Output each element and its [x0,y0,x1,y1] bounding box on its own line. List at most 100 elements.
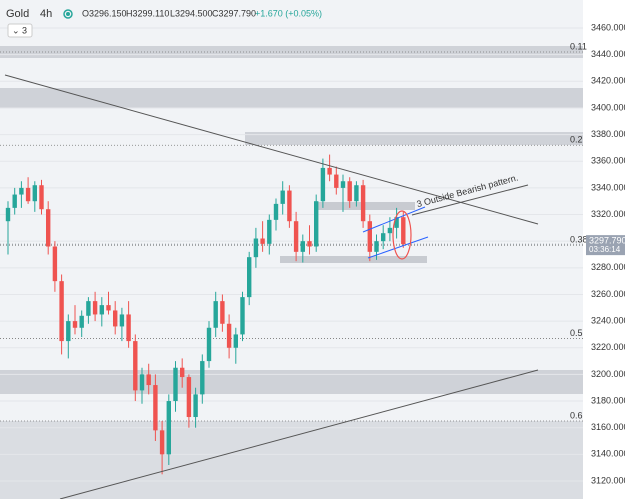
candle-body [360,185,366,222]
status-dot [66,12,70,16]
y-tick-label: 3160.000 [591,422,625,432]
candle-body [293,221,299,252]
candle-body [39,185,44,210]
candle-body [19,187,24,195]
candle-body [226,323,232,348]
candle-body [367,221,372,252]
channel-line [362,206,426,233]
candle-body [99,305,104,315]
candle-body [300,241,305,252]
toggle-chevron: ⌄ [12,25,20,35]
candle-body [347,181,352,202]
y-tick-label: 3140.000 [591,449,625,459]
candle-body [12,194,17,208]
candle-body [146,374,151,386]
candle-body [46,209,51,247]
zone [0,421,583,499]
candle-body [247,257,252,298]
candle-body [220,301,225,324]
y-tick-label: 3360.000 [591,156,625,166]
candle-body [327,167,332,175]
y-tick-label: 3200.000 [591,369,625,379]
candle-body [287,190,292,222]
y-tick-label: 3240.000 [591,315,625,325]
change-value: +1.670 (+0.05%) [255,8,322,18]
y-tick-label: 3380.000 [591,129,625,139]
candle-body [354,185,359,202]
candle-body [213,301,218,328]
candle-body [260,238,265,244]
y-tick-label: 3260.000 [591,289,625,299]
candle-body [5,207,11,222]
y-tick-label: 3120.000 [591,475,625,485]
candle-body [334,174,339,188]
candle-body [52,246,58,282]
fib-label: 0.6 [570,410,583,420]
candle-body [159,430,165,455]
zone [280,256,427,263]
trend-line [4,74,539,225]
plot-background [0,0,583,499]
last-price-label: 3297.790 [589,235,625,245]
candle-body [173,367,178,402]
candles [5,154,406,475]
fib-label: 0.2 [570,135,583,145]
candle-body [166,401,171,455]
indicators-count[interactable]: 3 [22,25,27,35]
close-value: C3297.790 [212,8,256,18]
candle-body [32,185,37,202]
candle-body [126,314,131,342]
open-value: O3296.150 [82,8,127,18]
countdown-label: 03:36:14 [589,245,621,254]
candle-body [86,301,91,316]
candle-body [59,281,64,342]
y-tick-label: 3420.000 [591,76,625,86]
candle-body [79,315,84,328]
candle-body [133,341,138,391]
zone [245,132,583,145]
candle-body [193,394,198,418]
candle-body [180,367,185,378]
high-value: H3299.110 [126,8,169,18]
fib-label: 0.11 [570,41,587,51]
candle-body [320,167,326,202]
y-tick-label: 3340.000 [591,182,625,192]
fib-label: 0.38 [570,235,588,245]
candle-body [119,314,125,327]
y-tick-label: 3280.000 [591,262,625,272]
annotation-arrow [411,184,529,216]
candle-body [206,327,212,362]
y-tick-label: 3440.000 [591,49,625,59]
candle-body [280,190,285,204]
candle-body [314,201,319,247]
candle-body [139,374,145,391]
header: Gold 4h O3296.150 H3299.110 L3294.500 C3… [6,8,322,38]
candle-body [253,238,259,258]
channel-line [367,236,429,259]
symbol: Gold [6,8,29,20]
candle-body [106,305,111,311]
candle-body [387,227,393,234]
candle-body [340,181,346,188]
candle-body [72,321,78,328]
candle-body [200,361,205,395]
interval: 4h [40,8,52,20]
candle-body [401,217,406,245]
trend-line [59,369,539,499]
highlight-ellipse [392,210,412,260]
last-price-tag [586,235,625,256]
indicators-toggle[interactable] [7,23,33,38]
candle-body [394,217,399,228]
candle-body [153,385,158,431]
status-dot [63,9,73,19]
candle-body [66,321,71,342]
y-tick-label: 3180.000 [591,395,625,405]
y-tick-label: 3220.000 [591,342,625,352]
zone [0,88,583,108]
grid [0,27,583,482]
y-tick-label: 3460.000 [591,22,625,32]
candle-body [381,233,386,242]
candle-body [25,187,31,202]
candle-body [273,203,279,220]
candle-body [307,241,312,247]
